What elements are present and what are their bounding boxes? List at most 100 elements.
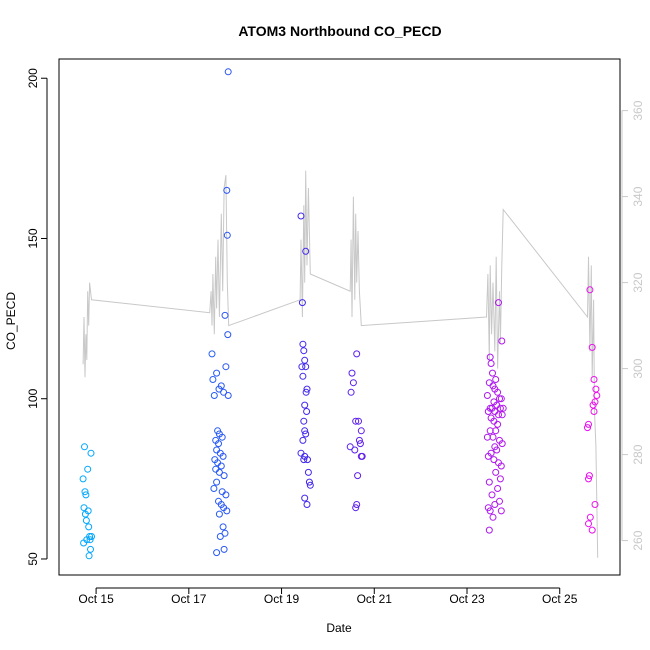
data-point xyxy=(213,369,221,377)
data-point xyxy=(220,545,228,553)
data-point xyxy=(489,513,497,521)
data-point xyxy=(299,340,307,348)
data-point xyxy=(584,424,591,432)
data-point xyxy=(489,433,497,441)
right-y-tick-label: 320 xyxy=(631,272,645,292)
data-point xyxy=(305,478,313,486)
data-point xyxy=(492,427,500,435)
data-point xyxy=(302,247,310,255)
data-point xyxy=(301,401,309,409)
data-point xyxy=(222,491,230,499)
data-point xyxy=(218,488,226,496)
data-point xyxy=(354,472,362,480)
data-point xyxy=(302,363,310,371)
data-point xyxy=(349,379,357,387)
chart-title: ATOM3 Northbound CO_PECD xyxy=(238,23,441,39)
plot-frame xyxy=(58,58,621,576)
x-tick-label: Oct 15 xyxy=(78,592,114,606)
x-tick-label: Oct 25 xyxy=(542,592,578,606)
data-point xyxy=(87,449,95,457)
y-tick-label: 50 xyxy=(26,552,40,566)
data-point xyxy=(487,360,495,367)
data-point xyxy=(492,376,500,383)
data-point xyxy=(223,186,231,194)
data-point xyxy=(591,501,599,508)
data-point xyxy=(84,465,92,473)
data-point xyxy=(496,497,503,505)
data-point xyxy=(306,481,314,489)
data-point xyxy=(81,443,88,451)
data-point xyxy=(357,452,365,460)
data-point xyxy=(356,440,364,448)
data-point xyxy=(304,468,312,476)
data-point xyxy=(497,462,505,470)
data-point xyxy=(498,337,506,345)
data-point xyxy=(592,385,600,393)
data-point xyxy=(84,507,92,515)
data-point xyxy=(355,436,363,444)
data-point xyxy=(212,465,220,473)
secondary-series-line xyxy=(82,170,599,558)
x-tick-label: Oct 19 xyxy=(264,592,300,606)
y-axis-label: CO_PECD xyxy=(4,292,18,350)
data-point xyxy=(353,501,361,508)
data-point xyxy=(82,491,90,499)
data-point xyxy=(85,523,93,531)
data-point xyxy=(302,388,310,396)
data-point xyxy=(303,501,311,508)
data-point xyxy=(210,392,218,399)
data-point xyxy=(219,452,227,460)
data-point xyxy=(210,485,218,492)
data-point xyxy=(352,417,360,425)
data-point xyxy=(301,427,309,435)
data-point xyxy=(490,456,498,464)
data-point xyxy=(299,372,307,380)
data-point xyxy=(483,392,491,399)
data-point xyxy=(213,478,221,486)
data-point xyxy=(221,529,229,537)
data-point xyxy=(215,510,223,518)
y-tick-label: 150 xyxy=(26,228,40,248)
data-point xyxy=(300,417,308,425)
data-point xyxy=(346,443,354,451)
data-point xyxy=(224,68,232,76)
data-point xyxy=(352,504,360,512)
right-y-axis: 260 280 300 320 340 360 xyxy=(621,100,645,551)
data-point xyxy=(221,311,229,319)
data-point xyxy=(298,299,306,307)
data-point xyxy=(299,436,307,444)
data-point xyxy=(495,411,502,419)
data-point xyxy=(301,494,309,502)
data-point xyxy=(224,392,232,399)
data-point xyxy=(81,488,89,496)
data-point xyxy=(86,536,94,544)
data-point xyxy=(353,350,361,358)
data-point xyxy=(216,533,224,540)
data-point xyxy=(348,369,356,377)
right-y-tick-label: 280 xyxy=(631,444,645,464)
data-point xyxy=(82,517,90,524)
data-point xyxy=(303,408,311,415)
data-point xyxy=(87,545,94,553)
data-point xyxy=(85,552,93,560)
data-point xyxy=(489,369,496,377)
right-y-tick-label: 300 xyxy=(631,358,645,378)
data-point xyxy=(222,363,230,371)
right-y-tick-label: 260 xyxy=(631,530,645,550)
data-point xyxy=(79,475,87,483)
data-point xyxy=(588,343,596,351)
data-point xyxy=(224,331,232,339)
data-point xyxy=(496,475,504,483)
right-y-tick-label: 360 xyxy=(631,100,645,120)
data-point xyxy=(496,404,504,412)
data-point xyxy=(589,401,597,409)
data-point xyxy=(355,417,362,425)
x-axis-label: Date xyxy=(326,621,352,635)
data-points-layer xyxy=(79,68,601,560)
data-point xyxy=(486,507,494,515)
data-point xyxy=(300,456,308,464)
x-axis: Oct 15 Oct 17 Oct 19 Oct 21 Oct 23 Oct 25 xyxy=(78,587,578,606)
data-point xyxy=(485,478,493,486)
data-point xyxy=(80,504,88,512)
y-tick-label: 100 xyxy=(26,388,40,408)
